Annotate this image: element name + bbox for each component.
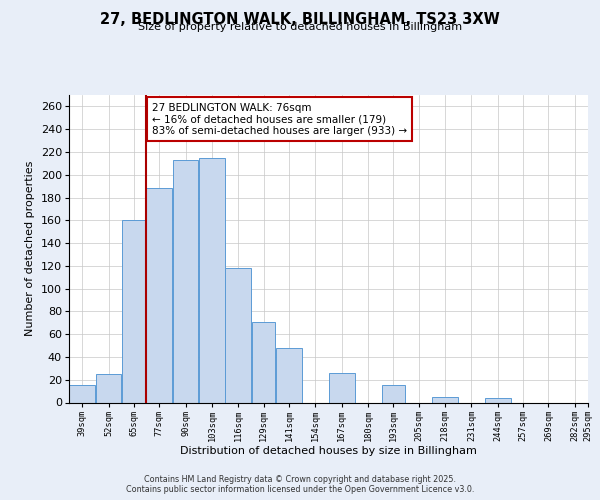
Bar <box>173 160 199 402</box>
Bar <box>146 188 172 402</box>
Bar <box>329 373 355 402</box>
Text: Size of property relative to detached houses in Billingham: Size of property relative to detached ho… <box>138 22 462 32</box>
Bar <box>276 348 302 403</box>
Text: 27 BEDLINGTON WALK: 76sqm
← 16% of detached houses are smaller (179)
83% of semi: 27 BEDLINGTON WALK: 76sqm ← 16% of detac… <box>152 102 407 136</box>
Text: 27, BEDLINGTON WALK, BILLINGHAM, TS23 3XW: 27, BEDLINGTON WALK, BILLINGHAM, TS23 3X… <box>100 12 500 28</box>
X-axis label: Distribution of detached houses by size in Billingham: Distribution of detached houses by size … <box>180 446 477 456</box>
Bar <box>485 398 511 402</box>
Bar <box>70 386 95 402</box>
Y-axis label: Number of detached properties: Number of detached properties <box>25 161 35 336</box>
Bar <box>226 268 251 402</box>
Bar <box>122 220 146 402</box>
Bar <box>252 322 275 402</box>
Bar <box>95 374 121 402</box>
Bar <box>199 158 225 402</box>
Bar <box>432 397 458 402</box>
Bar <box>382 386 405 402</box>
Text: Contains HM Land Registry data © Crown copyright and database right 2025.
Contai: Contains HM Land Registry data © Crown c… <box>126 474 474 494</box>
